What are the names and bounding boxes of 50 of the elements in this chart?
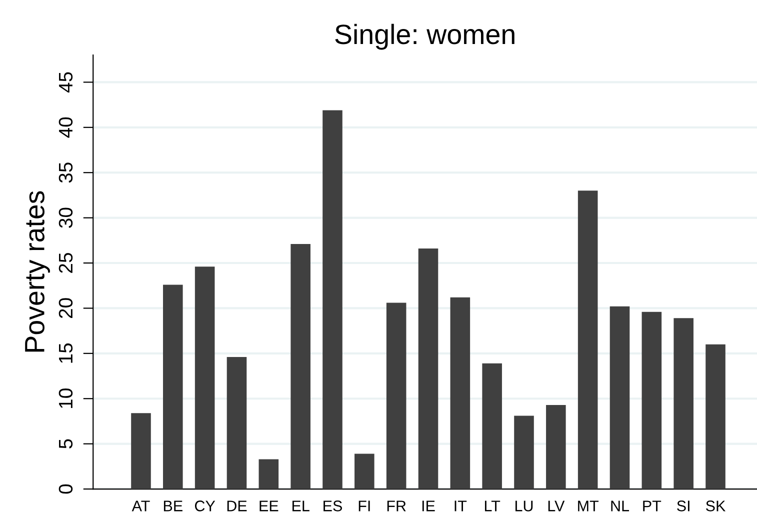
- bar: [482, 363, 502, 490]
- chart-title: Single: women: [335, 24, 514, 50]
- x-tick-label: IE: [422, 500, 435, 512]
- x-tick-label: FI: [358, 500, 370, 512]
- bar: [546, 404, 566, 490]
- y-tick-label: 45: [59, 72, 73, 93]
- bar: [290, 244, 310, 490]
- bar: [514, 416, 534, 490]
- bar: [322, 110, 342, 490]
- x-tick-label: BE: [164, 500, 182, 512]
- x-tick-label: LV: [548, 500, 565, 512]
- x-tick-label: EL: [292, 500, 310, 512]
- bar: [131, 413, 151, 490]
- x-tick-label: PT: [643, 500, 662, 512]
- bar: [578, 190, 598, 490]
- x-tick-label: DE: [227, 500, 247, 512]
- y-tick-label: 30: [58, 208, 73, 228]
- bar: [226, 357, 247, 490]
- y-axis-title: Poverty rates: [25, 191, 50, 352]
- x-tick-label: EE: [260, 500, 278, 512]
- bar: [418, 248, 438, 490]
- bar: [386, 302, 406, 490]
- x-tick-label: IT: [454, 500, 467, 512]
- x-tick-label: SI: [677, 500, 690, 512]
- bar: [194, 266, 215, 490]
- y-tick-label: 40: [58, 117, 73, 138]
- x-tick-label: ES: [324, 500, 342, 512]
- x-tick-label: LU: [515, 500, 533, 512]
- bar: [642, 312, 662, 490]
- x-tick-label: CY: [194, 500, 216, 512]
- x-tick-label: AT: [132, 500, 150, 512]
- bar: [354, 454, 374, 490]
- y-tick-label: 5: [59, 439, 73, 448]
- bar: [258, 459, 279, 490]
- bar: [450, 297, 470, 490]
- x-tick-label: NL: [611, 500, 630, 512]
- y-tick-label: 15: [59, 343, 73, 363]
- y-tick-label: 0: [58, 484, 73, 494]
- bar: [706, 344, 726, 490]
- y-tick-label: 35: [58, 162, 73, 183]
- x-tick-label: FR: [387, 500, 406, 512]
- x-tick-label: SK: [706, 500, 726, 512]
- bar: [610, 306, 630, 490]
- bar: [674, 318, 694, 490]
- y-tick-label: 20: [58, 298, 73, 318]
- bar: [163, 284, 183, 490]
- y-tick-label: 25: [58, 253, 73, 273]
- y-tick-label: 10: [58, 388, 73, 408]
- x-tick-label: MT: [578, 500, 599, 512]
- x-tick-label: LT: [484, 500, 500, 512]
